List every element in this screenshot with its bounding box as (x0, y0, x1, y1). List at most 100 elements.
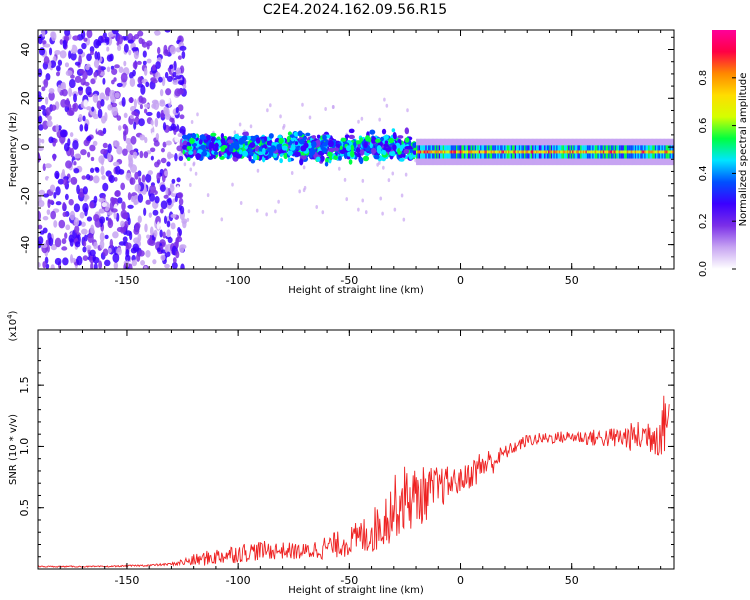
heatmap-cell (211, 142, 215, 149)
heatmap-cell (47, 177, 53, 187)
heatmap-cell (162, 122, 167, 131)
heatmap-cell (113, 261, 119, 269)
heatmap-cell (64, 232, 68, 239)
heatmap-cell (418, 150, 421, 154)
heatmap-cell (399, 145, 404, 152)
heatmap-cell (140, 97, 147, 104)
heatmap-cell (332, 147, 340, 152)
heatmap-cell (361, 178, 365, 183)
heatmap-cell (562, 150, 565, 154)
heatmap-cell (39, 230, 45, 235)
heatmap-cell (279, 158, 283, 164)
heatmap-cell (609, 150, 612, 154)
heatmap-cell (661, 150, 664, 154)
heatmap-cell (62, 39, 67, 49)
heatmap-cell (533, 150, 536, 154)
heatmap-cell (171, 118, 175, 126)
heatmap-cell (175, 239, 179, 248)
heatmap-cell (356, 152, 361, 158)
heatmap-cell (520, 150, 523, 154)
heatmap-cell (150, 119, 154, 127)
heatmap-cell (116, 115, 122, 121)
heatmap-cell (602, 150, 605, 154)
heatmap-cell (147, 238, 153, 246)
heatmap-cell (65, 98, 70, 108)
heatmap-cell (540, 150, 543, 154)
heatmap-cell (90, 51, 94, 56)
heatmap-cell (577, 150, 580, 154)
heatmap-cell (118, 169, 125, 175)
heatmap-cell (293, 131, 299, 137)
heatmap-cell (92, 93, 99, 103)
heatmap-cell (145, 173, 152, 183)
heatmap-cell (143, 108, 148, 114)
heatmap-cell (121, 97, 126, 107)
heatmap-cell (381, 128, 387, 135)
heatmap-cell (588, 150, 591, 154)
heatmap-cell (355, 147, 361, 154)
heatmap-cell (210, 136, 216, 143)
heatmap-cell (186, 217, 190, 222)
heatmap-cell (154, 196, 160, 204)
heatmap-cell (363, 141, 368, 149)
heatmap-cell (391, 128, 396, 133)
heatmap-cell (106, 46, 110, 52)
heatmap-cell (417, 150, 420, 154)
heatmap-cell (129, 77, 136, 88)
heatmap-cell (163, 106, 168, 115)
heatmap-cell (315, 156, 321, 162)
heatmap-cell (348, 159, 353, 165)
heatmap-cell (249, 124, 253, 129)
heatmap-cell (175, 250, 180, 259)
heatmap-cell (61, 88, 68, 97)
heatmap-cell (141, 174, 146, 183)
heatmap-cell (159, 100, 166, 107)
heatmap-cell (57, 59, 63, 66)
heatmap-cell (78, 113, 83, 122)
heatmap-cell (62, 202, 66, 210)
heatmap-cell (132, 61, 138, 69)
heatmap-cell (526, 150, 529, 154)
heatmap-cell (346, 155, 351, 160)
heatmap-cell (668, 150, 671, 154)
heatmap-cell (86, 245, 92, 250)
heatmap-cell (133, 200, 138, 206)
heatmap-cell (644, 150, 647, 154)
heatmap-cell (114, 92, 120, 99)
heatmap-cell (112, 161, 120, 167)
heatmap-cell (441, 150, 444, 154)
heatmap-cell (173, 32, 178, 39)
heatmap-cell (171, 178, 176, 184)
x-tick-label: -50 (340, 274, 358, 287)
heatmap-cell (64, 62, 70, 68)
x-tick-label: -150 (114, 574, 139, 587)
heatmap-cell (357, 119, 360, 124)
heatmap-cell (613, 150, 616, 154)
heatmap-cell (548, 150, 551, 154)
heatmap-cell (107, 104, 113, 111)
heatmap-cell (649, 150, 652, 154)
heatmap-cell (338, 166, 341, 171)
heatmap-cell (175, 106, 179, 114)
heatmap-cell (578, 150, 581, 154)
heatmap-cell (156, 172, 161, 181)
heatmap-cell (384, 134, 389, 140)
heatmap-cell (482, 150, 485, 154)
x-tick-label: 50 (565, 574, 579, 587)
heatmap-cell (246, 148, 254, 153)
heatmap-cell (476, 150, 479, 154)
heatmap-cell (383, 97, 386, 102)
heatmap-cell (99, 208, 104, 214)
heatmap-cell (54, 257, 62, 266)
heatmap-cell (545, 150, 548, 154)
heatmap-cell (110, 196, 115, 203)
heatmap-cell (139, 104, 143, 110)
heatmap-cell (287, 157, 292, 163)
heatmap-cell (62, 257, 69, 266)
heatmap-cell (630, 150, 633, 154)
heatmap-cell (301, 102, 304, 107)
heatmap-cell (122, 148, 128, 156)
heatmap-cell (393, 133, 397, 140)
heatmap-cell (38, 106, 42, 111)
heatmap-cell (153, 30, 161, 36)
